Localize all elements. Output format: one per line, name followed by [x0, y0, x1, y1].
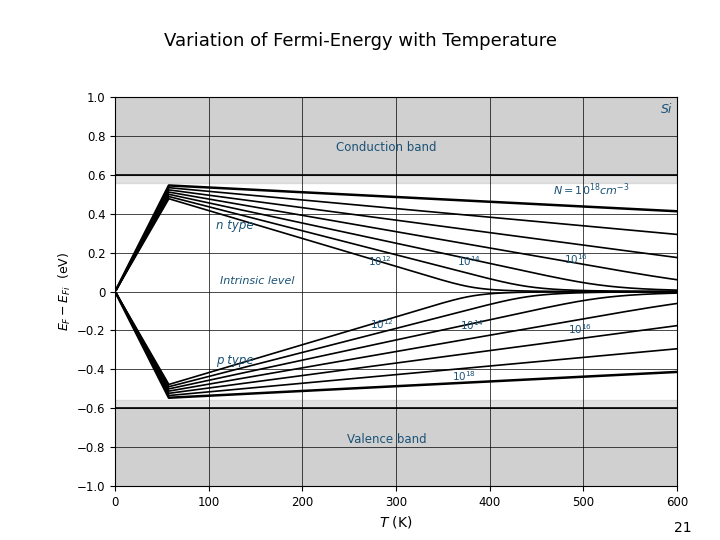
- Text: Valence band: Valence band: [347, 433, 426, 446]
- Text: $10^{12}$: $10^{12}$: [370, 317, 394, 330]
- Text: n type: n type: [216, 219, 254, 232]
- Text: p type: p type: [216, 354, 254, 367]
- Bar: [115, 408, 677, 490]
- Text: Conduction band: Conduction band: [336, 141, 437, 154]
- Text: $10^{16}$: $10^{16}$: [564, 253, 588, 266]
- Text: $10^{12}$: $10^{12}$: [368, 254, 392, 268]
- Text: $10^{18}$: $10^{18}$: [452, 369, 476, 383]
- Text: 21: 21: [674, 521, 691, 535]
- Text: $10^{16}$: $10^{16}$: [568, 322, 593, 336]
- Bar: [115, 401, 677, 408]
- Bar: [115, 93, 677, 175]
- Text: $N = 10^{18}$cm$^{-3}$: $N = 10^{18}$cm$^{-3}$: [553, 181, 629, 198]
- Y-axis label: $E_F - E_{Fi}$  (eV): $E_F - E_{Fi}$ (eV): [57, 252, 73, 331]
- Text: $10^{14}$: $10^{14}$: [457, 254, 481, 268]
- Bar: [115, 175, 677, 183]
- Text: $10^{14}$: $10^{14}$: [459, 319, 484, 333]
- Text: Intrinsic level: Intrinsic level: [220, 276, 294, 286]
- Text: Si: Si: [661, 103, 672, 116]
- Text: Variation of Fermi-Energy with Temperature: Variation of Fermi-Energy with Temperatu…: [163, 32, 557, 50]
- X-axis label: $T$ (K): $T$ (K): [379, 514, 413, 530]
